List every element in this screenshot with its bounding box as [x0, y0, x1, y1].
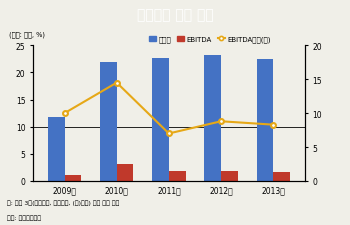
Text: 주: 주력 3사(대한항공, 한진해운, (주)한진) 단순 합산 기준: 주: 주력 3사(대한항공, 한진해운, (주)한진) 단순 합산 기준 [7, 199, 119, 205]
Bar [221, 171, 238, 181]
Text: (단위: 조원, %): (단위: 조원, %) [9, 32, 45, 38]
Bar [169, 171, 186, 181]
Bar [100, 62, 117, 181]
Bar [117, 164, 133, 181]
Bar [257, 60, 273, 181]
Bar [64, 175, 81, 181]
Text: 자료: 한국기업평가: 자료: 한국기업평가 [7, 214, 41, 220]
Text: 한진그룹 합산 실적: 한진그룹 합산 실적 [136, 8, 214, 22]
Bar [273, 172, 290, 181]
Bar [204, 55, 221, 181]
Bar [152, 59, 169, 181]
Bar [48, 117, 64, 181]
Legend: 매출액, EBITDA, EBITDA마진(우): 매출액, EBITDA, EBITDA마진(우) [146, 34, 274, 46]
